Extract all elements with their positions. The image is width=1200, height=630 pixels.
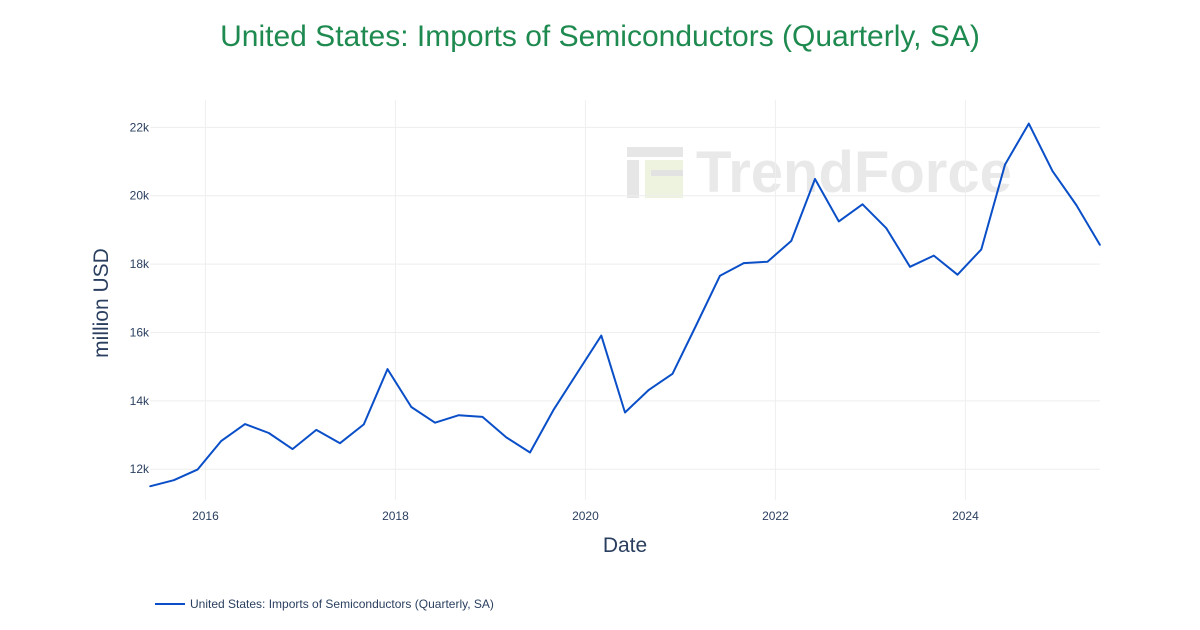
y-tick-label: 12k bbox=[130, 462, 150, 476]
x-tick-label: 2024 bbox=[952, 509, 979, 523]
data-point bbox=[647, 389, 650, 391]
data-point bbox=[576, 371, 579, 374]
data-point bbox=[552, 408, 555, 411]
y-tick-label: 18k bbox=[130, 257, 150, 271]
data-point bbox=[956, 273, 959, 276]
data-point bbox=[457, 414, 460, 417]
legend-label: United States: Imports of Semiconductors… bbox=[190, 597, 494, 611]
grid-lines bbox=[150, 100, 1100, 500]
data-point bbox=[837, 220, 840, 223]
data-point bbox=[481, 416, 484, 418]
data-point bbox=[149, 485, 151, 488]
data-point bbox=[932, 254, 935, 257]
chart-title: United States: Imports of Semiconductors… bbox=[220, 20, 980, 53]
data-point bbox=[695, 324, 698, 326]
x-tick-label: 2022 bbox=[762, 509, 789, 523]
data-point bbox=[434, 421, 436, 424]
data-point bbox=[861, 203, 864, 206]
data-point bbox=[362, 423, 365, 426]
series-lines bbox=[149, 122, 1101, 488]
watermark-text: TrendForce bbox=[696, 140, 1012, 205]
data-point bbox=[529, 451, 531, 454]
x-tick-label: 2016 bbox=[192, 509, 219, 523]
data-point bbox=[196, 468, 199, 471]
x-tick-labels: 2016 2018 2020 2022 2024 bbox=[192, 509, 979, 523]
trendforce-watermark: TrendForce bbox=[627, 140, 1012, 205]
data-point bbox=[1027, 122, 1030, 125]
data-point bbox=[600, 334, 603, 337]
y-tick-label: 16k bbox=[130, 325, 150, 339]
data-point bbox=[339, 442, 341, 445]
x-tick-label: 2020 bbox=[572, 509, 599, 523]
legend-line-swatch bbox=[155, 603, 185, 605]
data-point bbox=[315, 429, 318, 431]
data-point bbox=[386, 368, 389, 370]
data-point bbox=[719, 274, 721, 277]
x-axis-title: Date bbox=[603, 534, 647, 557]
data-point bbox=[220, 440, 223, 442]
y-axis-title: million USD bbox=[90, 248, 113, 358]
x-tick-label: 2018 bbox=[382, 509, 409, 523]
data-point bbox=[1051, 170, 1054, 172]
data-point bbox=[1075, 204, 1078, 206]
data-point bbox=[172, 479, 175, 481]
data-point bbox=[909, 266, 911, 268]
data-point bbox=[790, 240, 793, 242]
data-point bbox=[410, 406, 413, 408]
data-point bbox=[291, 448, 294, 450]
data-point bbox=[885, 227, 888, 230]
data-point bbox=[624, 411, 626, 414]
data-point bbox=[505, 436, 508, 439]
data-point bbox=[814, 178, 816, 180]
trendforce-logo-icon bbox=[627, 147, 683, 198]
data-point bbox=[244, 423, 246, 425]
y-tick-label: 14k bbox=[130, 394, 150, 408]
data-point bbox=[766, 260, 769, 263]
data-point bbox=[742, 262, 745, 264]
y-tick-label: 22k bbox=[130, 120, 150, 134]
y-tick-labels: 12k 14k 16k 18k 20k 22k bbox=[130, 120, 150, 476]
data-point bbox=[267, 432, 270, 434]
data-point bbox=[980, 248, 983, 251]
data-point bbox=[1004, 163, 1006, 166]
legend[interactable]: United States: Imports of Semiconductors… bbox=[155, 594, 494, 614]
y-tick-label: 20k bbox=[130, 189, 150, 203]
data-point bbox=[671, 373, 674, 375]
data-point bbox=[1099, 244, 1101, 246]
